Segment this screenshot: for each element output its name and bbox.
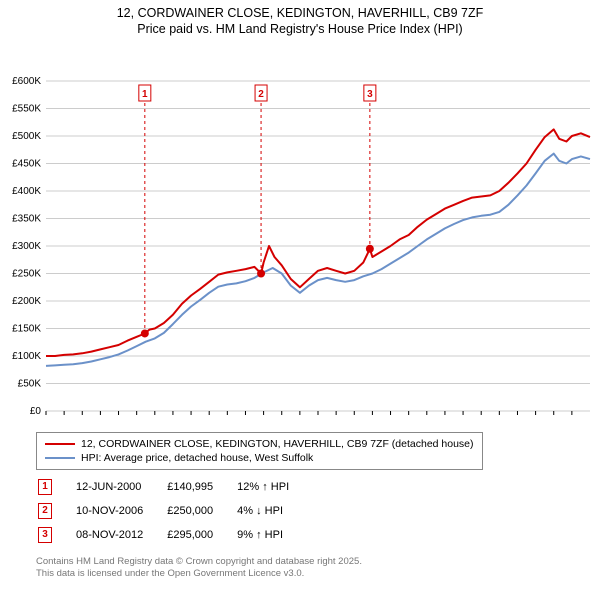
sale-delta: 12% ↑ HPI (237, 476, 311, 498)
series-hpi (46, 154, 590, 366)
svg-text:£300K: £300K (12, 241, 41, 252)
sale-delta: 4% ↓ HPI (237, 500, 311, 522)
sale-price: £250,000 (167, 500, 235, 522)
svg-text:£200K: £200K (12, 296, 41, 307)
sale-price: £140,995 (167, 476, 235, 498)
legend-swatch (45, 457, 75, 459)
svg-text:£50K: £50K (18, 379, 42, 390)
price-vs-hpi-chart: £0 £50K £100K £150K £200K £250K £300K £350K £400… (0, 37, 600, 417)
sale-date: 12-JUN-2000 (76, 476, 165, 498)
title-line-1: 12, CORDWAINER CLOSE, KEDINGTON, HAVERHI… (0, 6, 600, 22)
legend-row: 12, CORDWAINER CLOSE, KEDINGTON, HAVERHI… (45, 437, 474, 451)
svg-text:3: 3 (367, 89, 373, 100)
svg-text:£550K: £550K (12, 104, 41, 115)
title-line-2: Price paid vs. HM Land Registry's House … (0, 22, 600, 38)
sale-marker-badge: 1 (38, 479, 52, 495)
svg-text:1: 1 (142, 89, 148, 100)
legend-swatch (45, 443, 75, 445)
chart-title: 12, CORDWAINER CLOSE, KEDINGTON, HAVERHI… (0, 0, 600, 37)
sale-price: £295,000 (167, 524, 235, 546)
sale-marker-badge: 2 (38, 503, 52, 519)
svg-text:£350K: £350K (12, 214, 41, 225)
footer-line-1: Contains HM Land Registry data © Crown c… (36, 556, 362, 568)
svg-text:£400K: £400K (12, 186, 41, 197)
sale-date: 10-NOV-2006 (76, 500, 165, 522)
sale-marker-badge: 3 (38, 527, 52, 543)
sales-table: 1 12-JUN-2000£140,99512% ↑ HPI 2 10-NOV-200… (36, 474, 313, 548)
svg-text:£600K: £600K (12, 76, 41, 87)
svg-text:£450K: £450K (12, 159, 41, 170)
legend-row: HPI: Average price, detached house, West… (45, 451, 474, 465)
svg-text:£500K: £500K (12, 131, 41, 142)
legend-label: HPI: Average price, detached house, West… (81, 452, 313, 464)
attribution-footer: Contains HM Land Registry data © Crown c… (36, 556, 362, 580)
legend-label: 12, CORDWAINER CLOSE, KEDINGTON, HAVERHI… (81, 438, 474, 450)
chart-legend: 12, CORDWAINER CLOSE, KEDINGTON, HAVERHI… (36, 432, 483, 470)
sale-row: 3 08-NOV-2012£295,0009% ↑ HPI (38, 524, 311, 546)
sale-delta: 9% ↑ HPI (237, 524, 311, 546)
footer-line-2: This data is licensed under the Open Gov… (36, 568, 362, 580)
sale-row: 1 12-JUN-2000£140,99512% ↑ HPI (38, 476, 311, 498)
svg-text:£250K: £250K (12, 269, 41, 280)
svg-text:£0: £0 (30, 406, 42, 417)
svg-text:£150K: £150K (12, 324, 41, 335)
svg-text:2: 2 (258, 89, 264, 100)
sale-date: 08-NOV-2012 (76, 524, 165, 546)
svg-text:£100K: £100K (12, 351, 41, 362)
sale-row: 2 10-NOV-2006£250,0004% ↓ HPI (38, 500, 311, 522)
